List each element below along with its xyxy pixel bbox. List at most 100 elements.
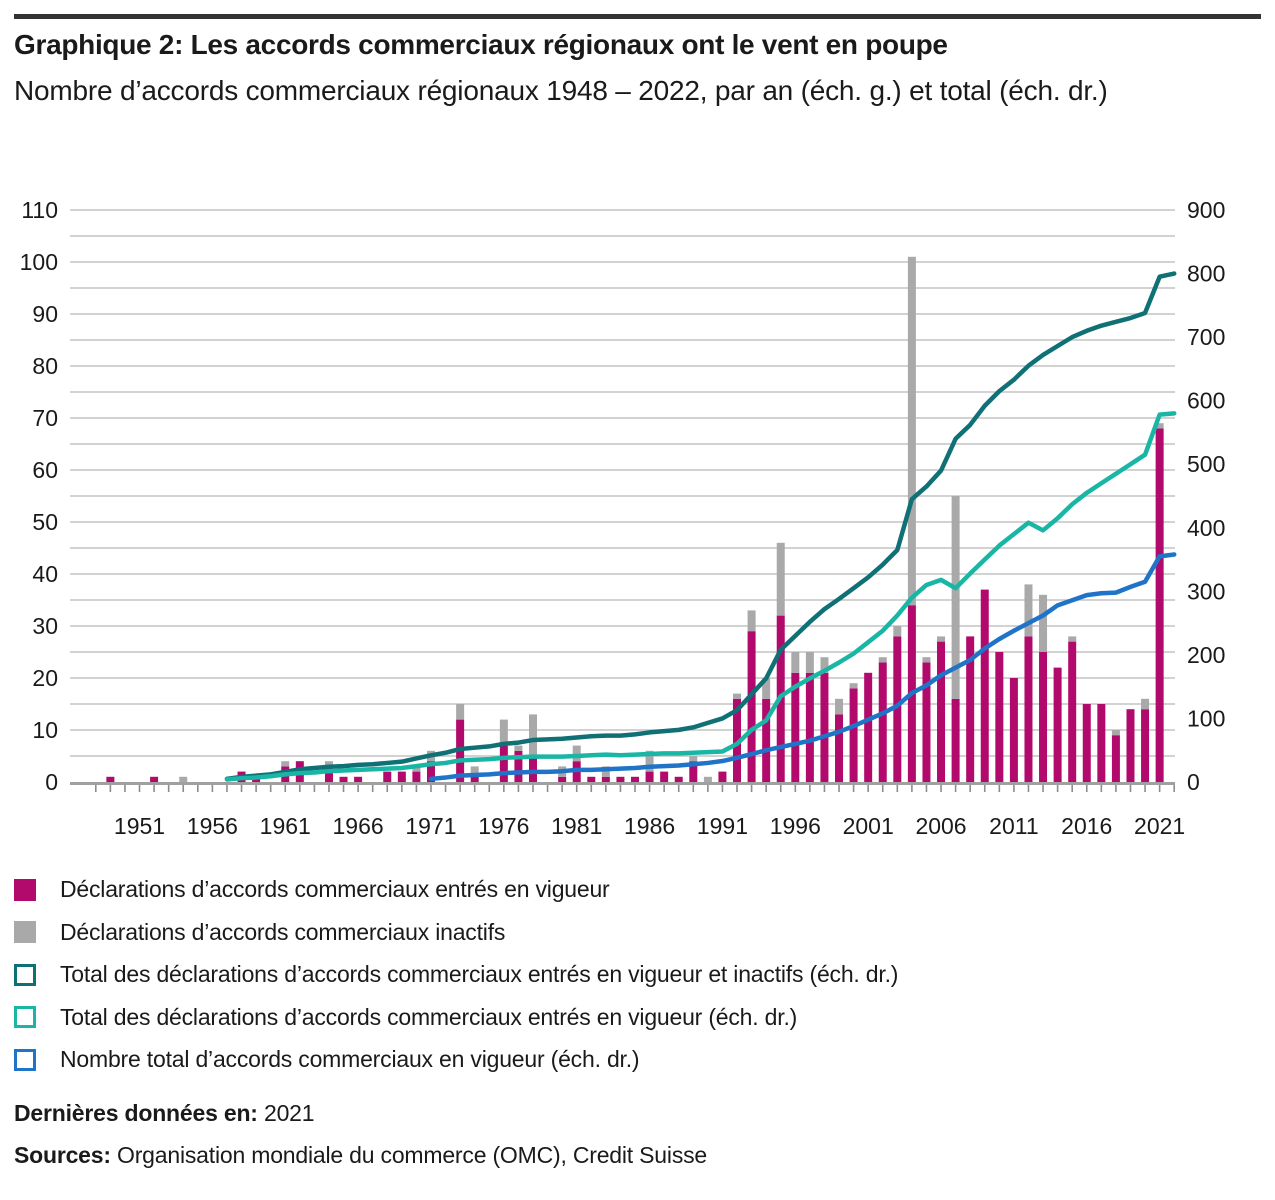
svg-text:20: 20 xyxy=(32,665,58,691)
bar-inactive-2018 xyxy=(1111,730,1120,736)
bar-in-force-1989 xyxy=(689,761,698,782)
bar-inactive-1981 xyxy=(572,745,581,762)
bar-inactive-1964 xyxy=(324,761,333,767)
bar-inactive-2006 xyxy=(937,636,946,642)
bar-in-force-1987 xyxy=(660,771,669,782)
bar-inactive-1994 xyxy=(762,678,771,699)
svg-text:50: 50 xyxy=(32,509,58,535)
bar-in-force-2017 xyxy=(1097,704,1106,782)
bar-inactive-2015 xyxy=(1068,636,1077,642)
chart-area: 0 10 20 30 40 50 60 70 80 90 100 110 0 100 200 300 400 50… xyxy=(0,170,1275,860)
svg-text:90: 90 xyxy=(32,301,58,327)
bar-in-force-2020 xyxy=(1141,709,1150,782)
line-total-all xyxy=(224,271,1177,782)
svg-text:300: 300 xyxy=(1187,578,1225,604)
svg-text:2011: 2011 xyxy=(989,813,1038,839)
bar-inactive-1976 xyxy=(499,719,508,746)
bar-inactive-1961 xyxy=(281,761,290,767)
magenta-filled-square-icon xyxy=(14,878,36,901)
bar-inactive-1997 xyxy=(805,652,814,673)
bar-in-force-2000 xyxy=(849,688,858,782)
bar-in-force-1980 xyxy=(558,776,567,782)
svg-text:100: 100 xyxy=(20,249,58,275)
bar-inactive-1993 xyxy=(747,610,756,632)
bar-inactive-2020 xyxy=(1141,698,1150,710)
bar-in-force-1986 xyxy=(645,771,654,782)
bar-in-force-1991 xyxy=(718,771,727,782)
bar-in-force-2001 xyxy=(864,672,873,782)
legend-item-agreements-in-force-line: Nombre total d’accords commerciaux en vi… xyxy=(14,1046,1114,1073)
bar-inactive-2007 xyxy=(951,496,960,699)
svg-text:60: 60 xyxy=(32,457,58,483)
bar-inactive-2005 xyxy=(922,657,931,663)
bar-in-force-1998 xyxy=(820,672,829,782)
bar-in-force-1999 xyxy=(835,714,844,782)
svg-text:10: 10 xyxy=(32,717,58,743)
legend-label: Déclarations d’accords commerciaux inact… xyxy=(60,918,506,945)
svg-text:2006: 2006 xyxy=(915,813,966,839)
bar-inactive-1992 xyxy=(733,693,742,699)
bar-in-force-2018 xyxy=(1111,735,1120,782)
light-teal-outlined-square-icon xyxy=(14,1006,36,1028)
top-rule xyxy=(14,14,1261,19)
bar-in-force-1992 xyxy=(733,698,742,782)
bar-in-force-2007 xyxy=(951,698,960,782)
legend-label: Nombre total d’accords commerciaux en vi… xyxy=(60,1046,640,1072)
bar-in-force-2019 xyxy=(1126,709,1135,782)
last-data-line: Dernières données en: 2021 xyxy=(14,1100,707,1127)
bar-in-force-1994 xyxy=(762,698,771,782)
x-axis-ticks xyxy=(95,785,1176,792)
bar-in-force-1988 xyxy=(674,776,683,782)
legend-item-total-in-force-line: Total des déclarations d’accords commerc… xyxy=(14,1004,1114,1031)
legend-item-total-all-line: Total des déclarations d’accords commerc… xyxy=(14,961,1114,988)
bar-inactive-1998 xyxy=(820,657,829,673)
svg-text:1951: 1951 xyxy=(114,813,165,839)
legend: Déclarations d’accords commerciaux entré… xyxy=(14,876,1114,1073)
svg-text:1966: 1966 xyxy=(333,813,384,839)
x-axis-labels: 1951 1956 1961 1966 1971 1976 1981 1986 1991 1996… xyxy=(114,813,1185,839)
chart-subtitle: Nombre d’accords commerciaux régionaux 1… xyxy=(14,75,1108,106)
svg-text:400: 400 xyxy=(1187,515,1225,541)
bar-inactive-2000 xyxy=(849,683,858,689)
line-agreements-in-force xyxy=(428,552,1177,782)
svg-text:1981: 1981 xyxy=(551,813,602,839)
svg-text:110: 110 xyxy=(21,197,58,223)
blue-outlined-square-icon xyxy=(14,1048,36,1071)
svg-text:500: 500 xyxy=(1187,451,1225,477)
bar-in-force-1996 xyxy=(791,672,800,782)
bar-in-force-1977 xyxy=(514,750,523,782)
bar-in-force-1969 xyxy=(397,771,406,782)
right-axis-labels: 0 100 200 300 400 500 600 700 800 900 xyxy=(1187,197,1225,795)
bar-inactive-1977 xyxy=(514,745,523,751)
bar-in-force-2016 xyxy=(1082,704,1091,782)
bar-in-force-2012 xyxy=(1024,636,1033,782)
bar-in-force-2011 xyxy=(1009,678,1018,782)
svg-text:2016: 2016 xyxy=(1061,813,1112,839)
bar-inactive-1954 xyxy=(179,776,188,782)
bar-in-force-1964 xyxy=(324,766,333,782)
dark-teal-outlined-square-icon xyxy=(14,963,36,986)
bar-inactive-1978 xyxy=(528,714,537,756)
bar-in-force-2014 xyxy=(1053,667,1062,782)
bar-inactive-2021 xyxy=(1155,423,1164,429)
bar-in-force-1965 xyxy=(339,776,348,782)
bar-inactive-1996 xyxy=(791,652,800,673)
bar-in-force-1966 xyxy=(354,776,363,782)
last-data-value: 2021 xyxy=(263,1100,315,1126)
legend-label: Déclarations d’accords commerciaux entré… xyxy=(60,876,610,902)
bar-in-force-1952 xyxy=(150,776,159,782)
bar-inactive-2013 xyxy=(1039,594,1048,652)
bar-inactive-1999 xyxy=(835,698,844,715)
sources-value: Organisation mondiale du commerce (OMC),… xyxy=(117,1142,708,1168)
bar-inactive-2012 xyxy=(1024,584,1033,637)
svg-text:100: 100 xyxy=(1187,705,1225,731)
bar-in-force-1982 xyxy=(587,776,596,782)
line-total-in-force xyxy=(224,411,1177,782)
bar-in-force-2002 xyxy=(878,662,887,782)
sources-line: Sources: Organisation mondiale du commer… xyxy=(14,1142,707,1169)
svg-text:1986: 1986 xyxy=(624,813,675,839)
svg-text:1976: 1976 xyxy=(478,813,529,839)
bar-inactive-1986 xyxy=(645,750,654,772)
svg-text:2021: 2021 xyxy=(1134,813,1185,839)
